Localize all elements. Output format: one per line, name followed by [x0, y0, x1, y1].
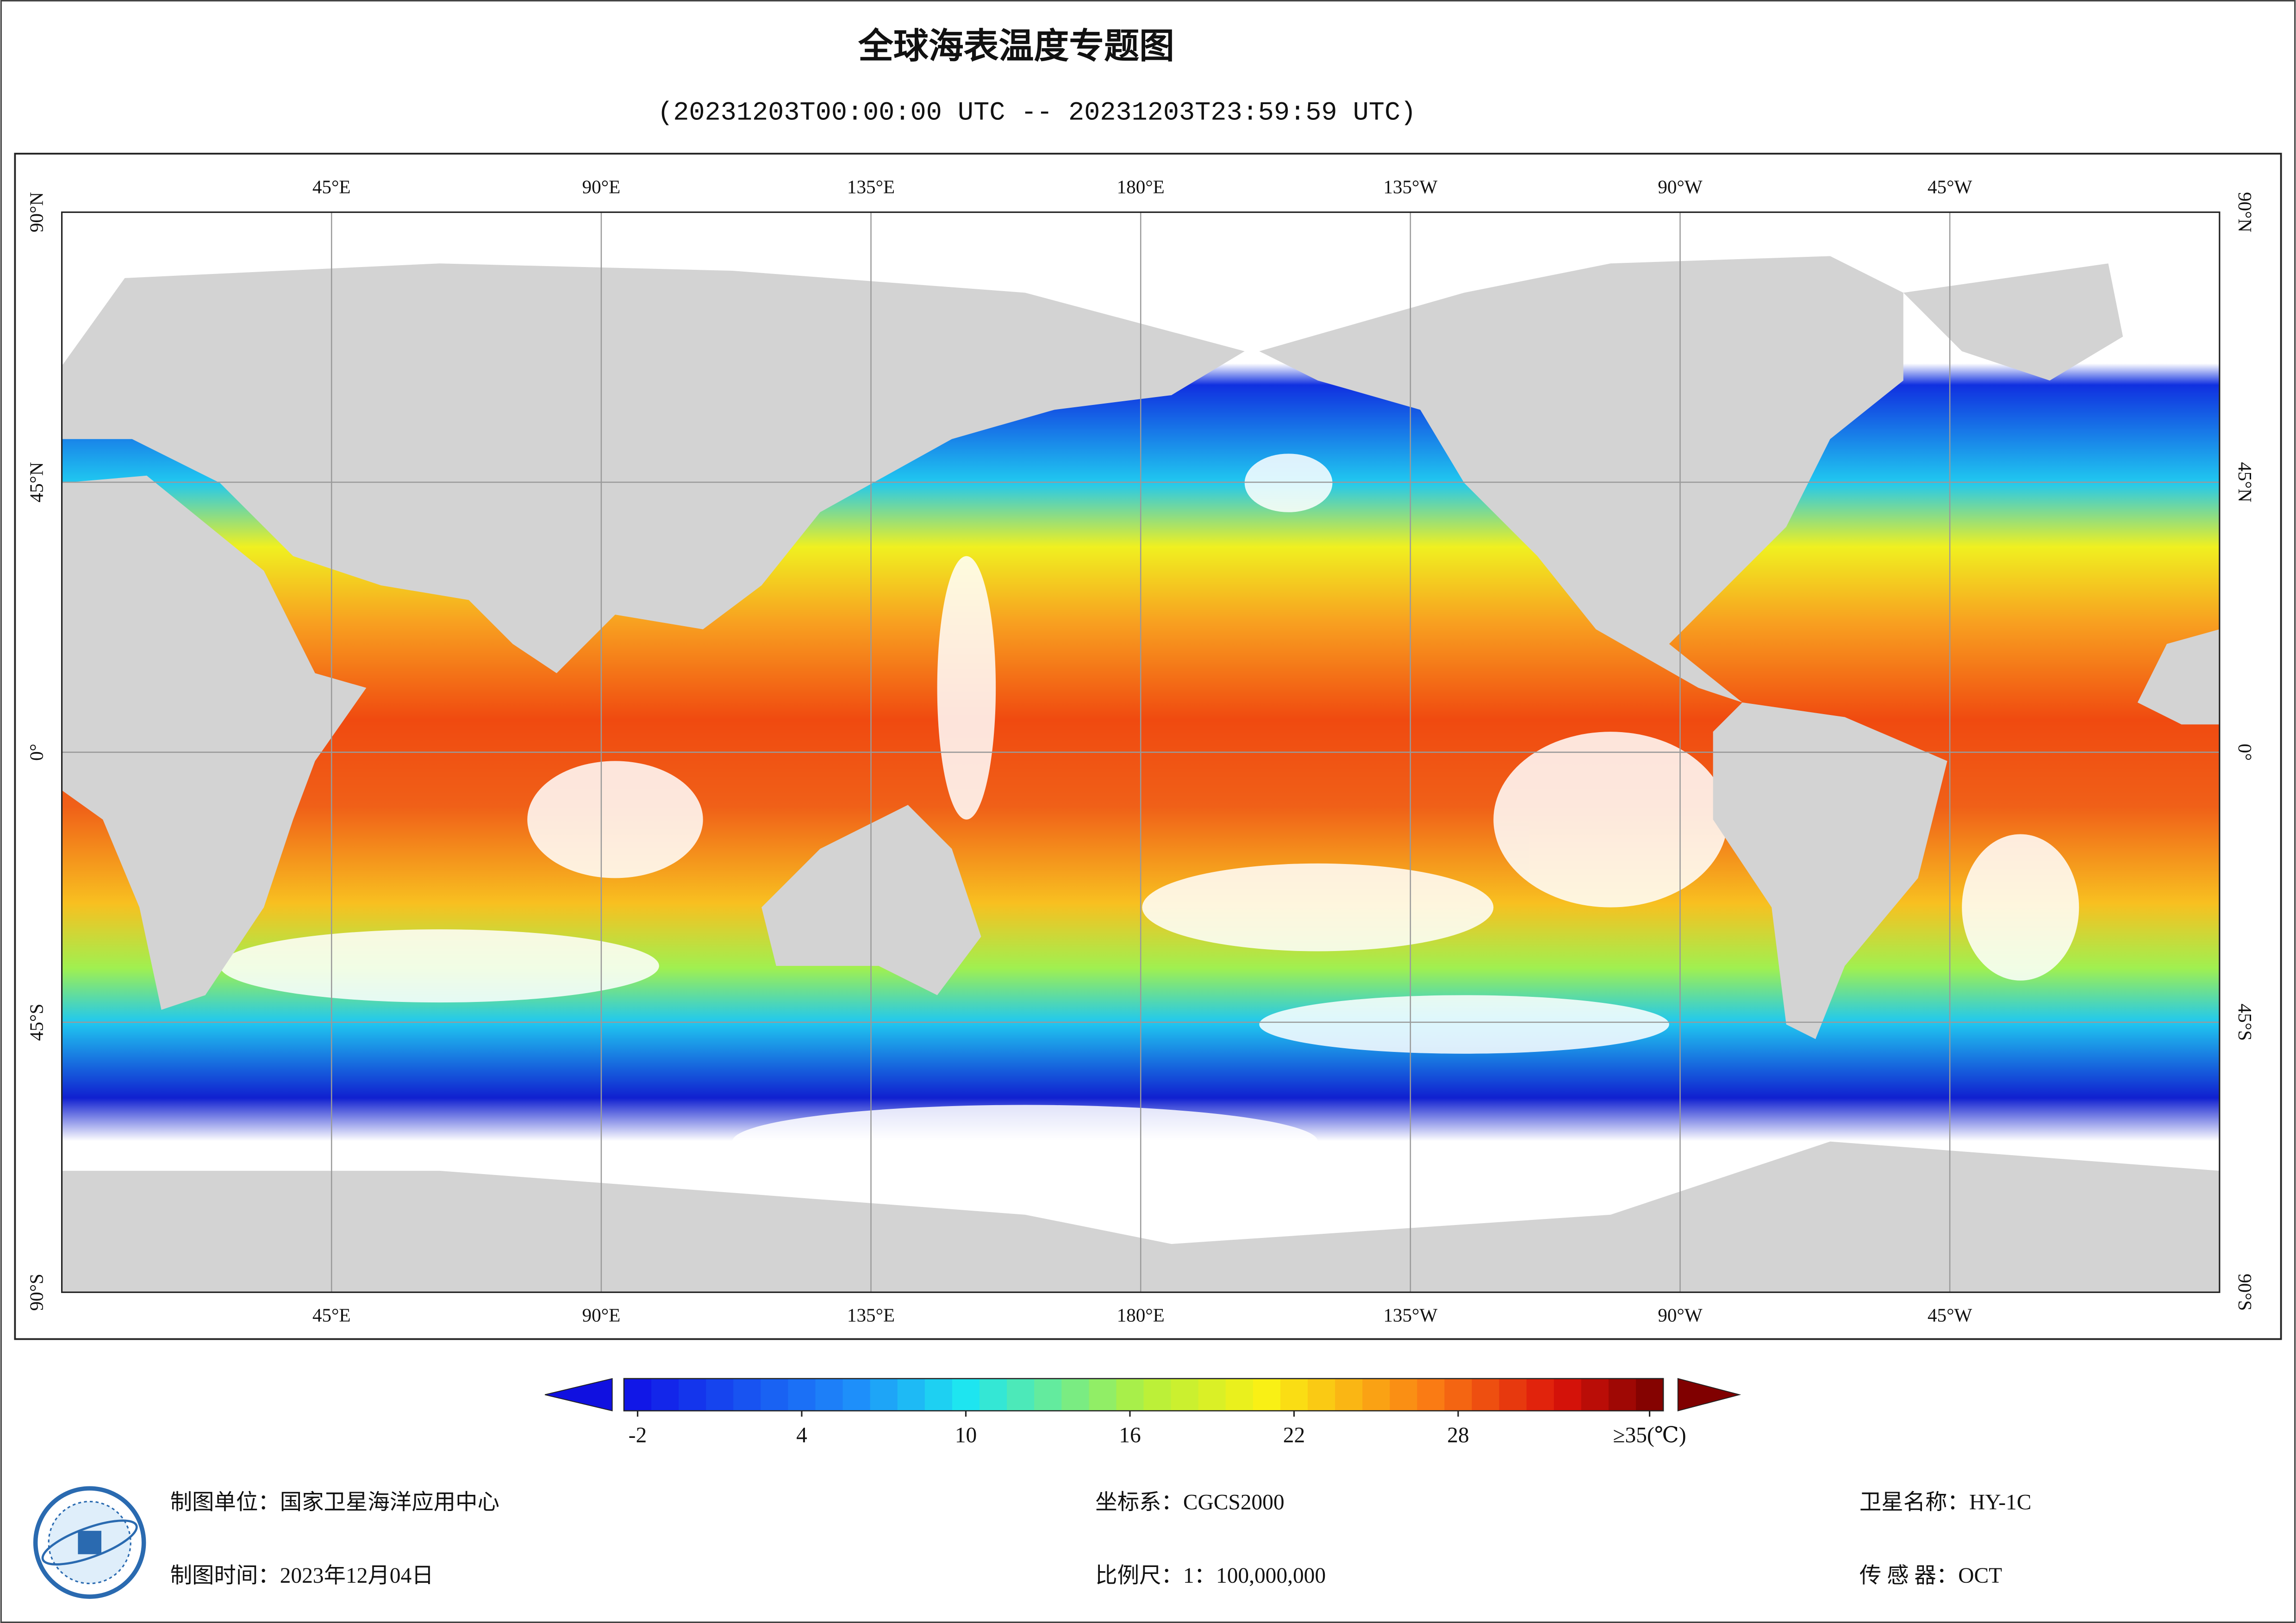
- colorbar-segment: [1308, 1378, 1336, 1411]
- colorbar-segment: [1198, 1378, 1226, 1411]
- lon-label-top: 135°E: [847, 176, 895, 197]
- colorbar-segment: [1636, 1378, 1664, 1411]
- colorbar-segment: [1061, 1378, 1090, 1411]
- colorbar-segment: [651, 1378, 680, 1411]
- colorbar-segment: [1007, 1378, 1035, 1411]
- lon-label-bottom: 90°W: [1658, 1305, 1703, 1326]
- lon-label-top: 45°W: [1928, 176, 1972, 197]
- colorbar-segment: [924, 1378, 953, 1411]
- colorbar-tick-label: 10: [955, 1423, 977, 1447]
- colorbar-segment: [1472, 1378, 1500, 1411]
- lon-label-top: 180°E: [1117, 176, 1165, 197]
- colorbar-tick-label: -2: [629, 1423, 647, 1447]
- colorbar-segment: [1554, 1378, 1582, 1411]
- colorbar-segment: [1362, 1378, 1391, 1411]
- colorbar-segment: [733, 1378, 761, 1411]
- colorbar: -2 4 10 16 22 28 ≥35(℃): [623, 1378, 1686, 1447]
- colorbar-segment: [1608, 1378, 1636, 1411]
- lon-label-top: 90°W: [1658, 176, 1703, 197]
- footer-sensor: 传 感 器：OCT: [1859, 1564, 2002, 1588]
- colorbar-tick-label: 28: [1447, 1423, 1469, 1447]
- colorbar-segment: [1526, 1378, 1554, 1411]
- lon-label-top: 45°E: [312, 176, 351, 197]
- colorbar-tick-label: 16: [1119, 1423, 1141, 1447]
- colorbar-segment: [842, 1378, 871, 1411]
- lon-label-bottom: 45°E: [312, 1305, 351, 1326]
- lat-label-left: 0°: [25, 744, 47, 761]
- footer-scale: 比例尺：1：100,000,000: [1095, 1564, 1326, 1588]
- lon-label-top: 90°E: [582, 176, 621, 197]
- lon-label-top: 135°W: [1383, 176, 1437, 197]
- colorbar-segment: [1581, 1378, 1609, 1411]
- cloud-gaps: [220, 454, 2079, 1178]
- colorbar-segment: [1225, 1378, 1254, 1411]
- colorbar-segment: [815, 1378, 843, 1411]
- colorbar-segment: [980, 1378, 1008, 1411]
- lat-label-right: 90°N: [2234, 192, 2256, 232]
- lon-label-bottom: 135°W: [1383, 1305, 1437, 1326]
- colorbar-segment: [1444, 1378, 1472, 1411]
- colorbar-segment: [624, 1378, 652, 1411]
- lon-label-bottom: 180°E: [1117, 1305, 1165, 1326]
- subtitle: (20231203T00:00:00 UTC -- 20231203T23:59…: [657, 99, 1416, 128]
- colorbar-segment: [1116, 1378, 1144, 1411]
- lon-label-bottom: 90°E: [582, 1305, 621, 1326]
- logo: [33, 1486, 146, 1599]
- footer-satellite: 卫星名称：HY-1C: [1859, 1491, 2031, 1515]
- colorbar-segment: [1417, 1378, 1445, 1411]
- colorbar-border: [623, 1378, 1664, 1412]
- colorbar-segment: [1390, 1378, 1418, 1411]
- colorbar-tick-label: 4: [796, 1423, 807, 1447]
- map-frame: [14, 153, 2282, 1340]
- colorbar-segment: [1253, 1378, 1281, 1411]
- colorbar-segment: [870, 1378, 898, 1411]
- colorbar-segment: [1335, 1378, 1363, 1411]
- lat-label-left: 45°S: [25, 1004, 47, 1041]
- lat-label-right: 90°S: [2234, 1274, 2256, 1311]
- map: [62, 212, 2220, 1293]
- colorbar-segment: [1034, 1378, 1062, 1411]
- graticule: [62, 212, 2220, 1293]
- map-border: [61, 211, 2221, 1293]
- lat-label-left: 90°S: [25, 1274, 47, 1311]
- colorbar-segment: [706, 1378, 734, 1411]
- colorbar-segment: [1280, 1378, 1308, 1411]
- colorbar-segment: [761, 1378, 789, 1411]
- colorbar-tick-label: ≥35(℃): [1613, 1423, 1686, 1447]
- lat-label-left: 90°N: [25, 192, 47, 232]
- colorbar-segment: [897, 1378, 925, 1411]
- colorbar-tick-label: 22: [1283, 1423, 1305, 1447]
- footer-unit: 制图单位：国家卫星海洋应用中心: [170, 1491, 499, 1515]
- lon-label-bottom: 45°W: [1928, 1305, 1972, 1326]
- lat-label-left: 45°N: [25, 462, 47, 502]
- colorbar-over-arrow: [1677, 1378, 1741, 1412]
- footer-crs: 坐标系：CGCS2000: [1095, 1491, 1284, 1515]
- title: 全球海表温度专题图: [858, 25, 1174, 66]
- lat-label-right: 0°: [2234, 744, 2256, 761]
- colorbar-segment: [1171, 1378, 1199, 1411]
- lon-label-bottom: 135°E: [847, 1305, 895, 1326]
- lat-label-right: 45°N: [2234, 462, 2256, 502]
- colorbar-segment: [788, 1378, 816, 1411]
- colorbar-segment: [1089, 1378, 1117, 1411]
- colorbar-segment: [1143, 1378, 1172, 1411]
- map-labels: 45°E 45°E 90°E 90°E 135°E 135°E 180°E 180°E 135°…: [25, 176, 2256, 1325]
- colorbar-segment: [679, 1378, 707, 1411]
- footer-date: 制图时间：2023年12月04日: [170, 1564, 434, 1588]
- colorbar-segment: [1499, 1378, 1527, 1411]
- colorbar-segment: [952, 1378, 980, 1411]
- colorbar-under-arrow: [544, 1378, 613, 1412]
- lat-label-right: 45°S: [2234, 1004, 2256, 1041]
